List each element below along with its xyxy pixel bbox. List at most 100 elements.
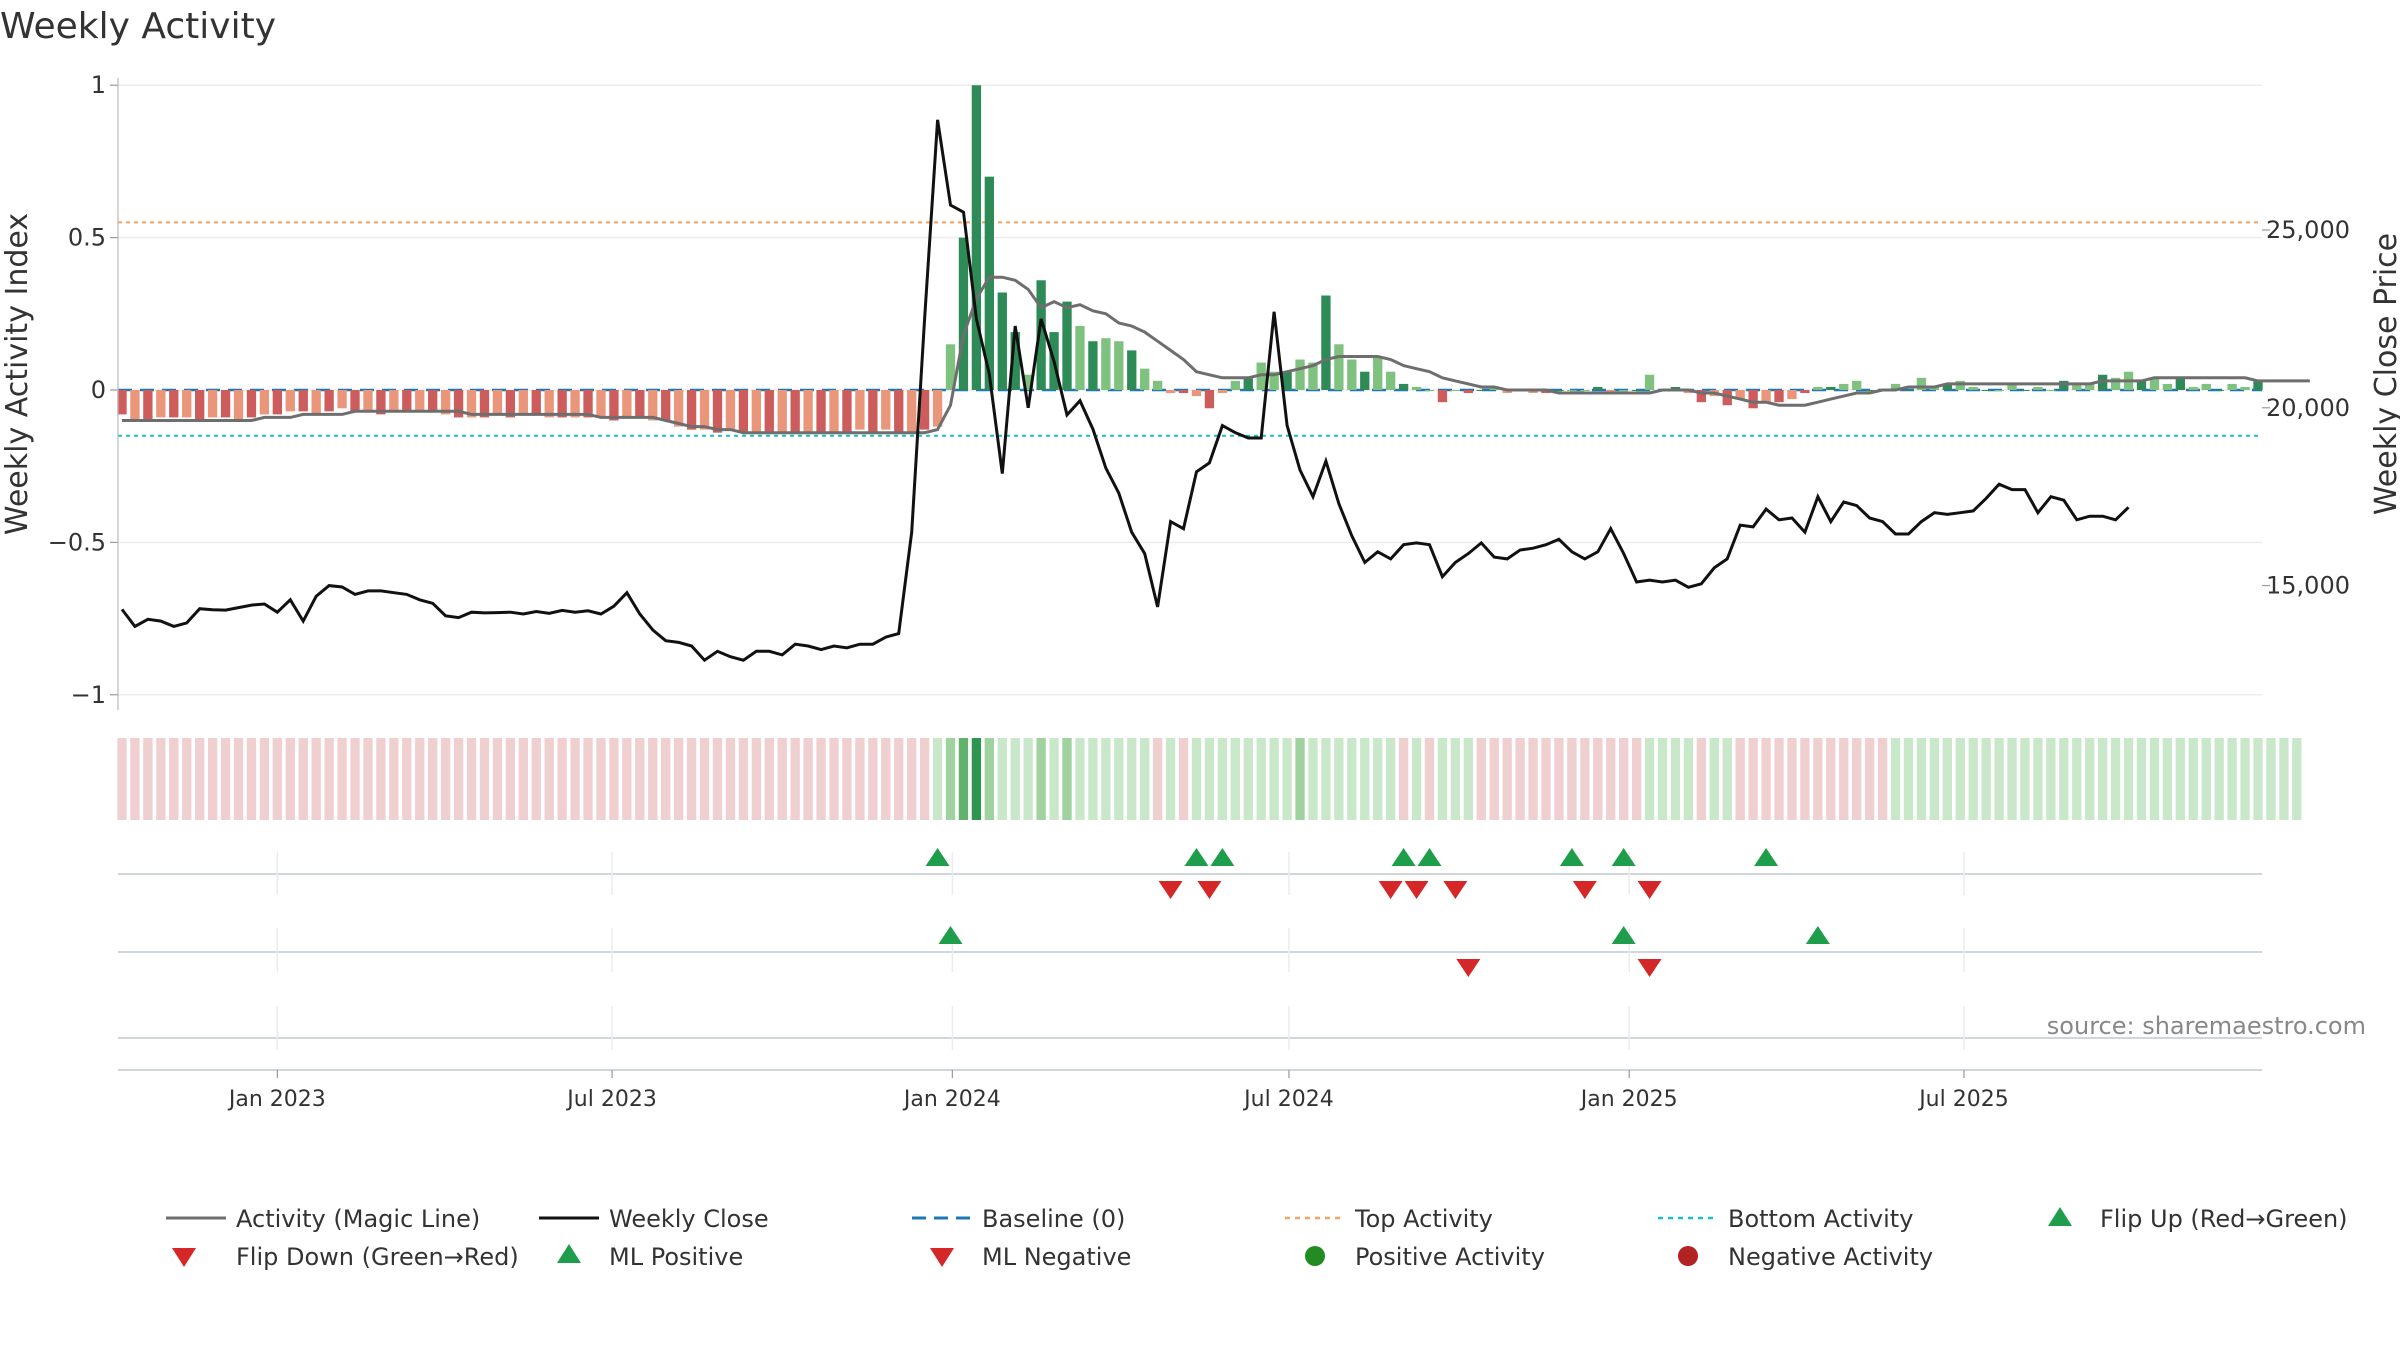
- activity-bar: [1398, 383, 1409, 390]
- status-cell: [2214, 738, 2224, 820]
- activity-bar: [997, 292, 1007, 390]
- y-tick-label-left: −1: [71, 681, 106, 709]
- legend-item-ml-negative: ML Negative: [930, 1243, 1131, 1271]
- positive-dot-icon: [1305, 1246, 1325, 1266]
- status-cell: [311, 738, 321, 820]
- status-cell: [169, 738, 179, 820]
- activity-bar: [389, 390, 399, 412]
- y-tick-label-right: 15,000: [2266, 572, 2350, 600]
- status-cell: [1528, 738, 1538, 820]
- status-cell: [1567, 738, 1577, 820]
- status-cell: [1515, 738, 1525, 820]
- status-cell: [1593, 738, 1603, 820]
- status-cell: [1670, 738, 1681, 820]
- y-tick-label-left: 0.5: [68, 224, 106, 252]
- activity-bar: [2007, 383, 2017, 390]
- status-cell: [505, 738, 516, 820]
- y-tick-label-right: 20,000: [2266, 394, 2350, 422]
- activity-bar: [1036, 280, 1046, 390]
- status-cell: [764, 738, 774, 820]
- activity-bar: [492, 390, 503, 415]
- legend-item-flip-down: Flip Down (Green→Red): [172, 1243, 519, 1271]
- status-cell: [2136, 738, 2147, 820]
- status-cell: [1398, 738, 1409, 820]
- activity-bar: [1373, 356, 1383, 390]
- status-cell: [1722, 738, 1732, 820]
- activity-bar: [622, 390, 632, 418]
- status-cell: [1502, 738, 1512, 820]
- activity-bar: [298, 390, 308, 412]
- legend-label: Bottom Activity: [1728, 1205, 1913, 1233]
- activity-bar: [1308, 362, 1318, 390]
- activity-bar: [1502, 390, 1512, 394]
- status-cell: [816, 738, 826, 820]
- status-cell: [2007, 738, 2017, 820]
- status-cell: [195, 738, 205, 820]
- activity-bar: [1101, 338, 1111, 390]
- legend-label: Flip Down (Green→Red): [236, 1243, 519, 1271]
- status-cell: [1761, 738, 1771, 820]
- activity-bar: [907, 390, 917, 433]
- activity-bar: [1748, 390, 1758, 409]
- status-cell: [440, 738, 451, 820]
- activity-bar: [2240, 386, 2250, 390]
- flip-up-marker: [1417, 848, 1442, 866]
- status-cell: [350, 738, 360, 820]
- activity-bar: [1230, 380, 1240, 390]
- status-cell: [1476, 738, 1486, 820]
- status-cell: [182, 738, 192, 820]
- status-cell: [2097, 738, 2108, 820]
- status-cell: [1489, 738, 1499, 820]
- activity-bar: [259, 390, 270, 415]
- status-cell: [1088, 738, 1098, 820]
- status-cell: [2072, 738, 2082, 820]
- status-cell: [1890, 738, 1901, 820]
- status-cell: [1321, 738, 1331, 820]
- y-axis-label-left: Weekly Activity Index: [0, 213, 35, 535]
- status-cell: [1631, 738, 1642, 820]
- legend-item-negative-activity: Negative Activity: [1678, 1243, 1933, 1271]
- status-cell: [2175, 738, 2185, 820]
- status-cell: [1178, 738, 1189, 820]
- y-axis-label-right: Weekly Close Price: [2369, 233, 2400, 515]
- status-cell: [1554, 738, 1564, 820]
- activity-bar: [1813, 386, 1823, 390]
- activity-bar: [2227, 383, 2237, 390]
- activity-bar: [1450, 390, 1461, 391]
- status-cell: [1774, 738, 1784, 820]
- status-cell: [1295, 738, 1305, 820]
- status-cell: [2149, 738, 2160, 820]
- flip-down-marker: [1572, 881, 1597, 899]
- status-cell: [635, 738, 645, 820]
- source-label: source: sharemaestro.com: [2047, 1012, 2366, 1040]
- status-cell: [2110, 738, 2121, 820]
- status-cell: [2266, 738, 2276, 820]
- legend-label: ML Positive: [609, 1243, 743, 1271]
- activity-bar: [557, 390, 567, 418]
- activity-bar: [1955, 380, 1965, 390]
- x-tick-label: Jul 2025: [1917, 1087, 2009, 1112]
- flip-up-marker: [1754, 848, 1779, 866]
- activity-bar: [958, 237, 969, 390]
- status-cell: [518, 738, 528, 820]
- activity-bar: [195, 390, 205, 421]
- activity-bar: [2072, 383, 2082, 390]
- activity-bar: [2175, 377, 2185, 390]
- status-cell: [868, 738, 878, 820]
- status-cell: [2188, 738, 2198, 820]
- activity-bar: [1800, 390, 1810, 394]
- legend-label: Activity (Magic Line): [236, 1205, 480, 1233]
- status-cell: [1243, 738, 1253, 820]
- legend-label: Positive Activity: [1355, 1243, 1545, 1271]
- triangle-up-icon: [2048, 1207, 2072, 1226]
- status-cell: [881, 738, 891, 820]
- legend-item-ml-positive: ML Positive: [557, 1243, 743, 1271]
- activity-bar: [1619, 390, 1629, 391]
- activity-bar: [868, 390, 878, 433]
- activity-bar: [1334, 344, 1344, 390]
- status-cell: [673, 738, 684, 820]
- status-cell: [1864, 738, 1875, 820]
- activity-bar: [596, 390, 606, 418]
- activity-bar: [1787, 390, 1797, 400]
- activity-bar: [1062, 301, 1072, 390]
